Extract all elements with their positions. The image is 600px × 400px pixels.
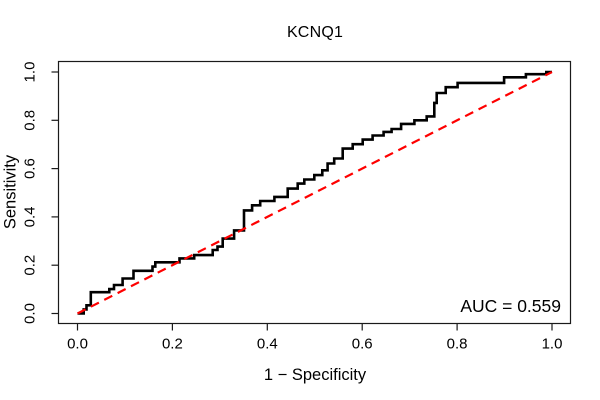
- x-axis-tick-label: 0.6: [352, 336, 373, 353]
- x-axis-tick-label: 1.0: [542, 336, 563, 353]
- y-axis-tick-label: 0.0: [21, 303, 38, 324]
- plot-title: KCNQ1: [286, 24, 344, 41]
- x-axis-tick-label: 0.4: [257, 336, 278, 353]
- x-axis-title: 1 − Specificity: [263, 366, 367, 384]
- auc-annotation: AUC = 0.559: [460, 296, 561, 316]
- x-axis-tick-label: 0.8: [447, 336, 468, 353]
- y-axis-title: Sensitivity: [1, 154, 20, 230]
- roc-curve-line: [77, 70, 552, 315]
- y-axis-tick-label: 0.2: [21, 255, 38, 276]
- y-axis-tick-label: 1.0: [21, 62, 38, 83]
- chance-diagonal-line: [77, 71, 553, 315]
- y-axis-tick-label: 0.4: [21, 206, 38, 227]
- y-axis-tick-label: 0.8: [21, 110, 38, 131]
- x-axis-tick-label: 0.0: [67, 336, 88, 353]
- y-axis-tick-label: 0.6: [21, 158, 38, 179]
- plot-box: [57, 60, 572, 325]
- x-axis-tick-label: 0.2: [162, 336, 183, 353]
